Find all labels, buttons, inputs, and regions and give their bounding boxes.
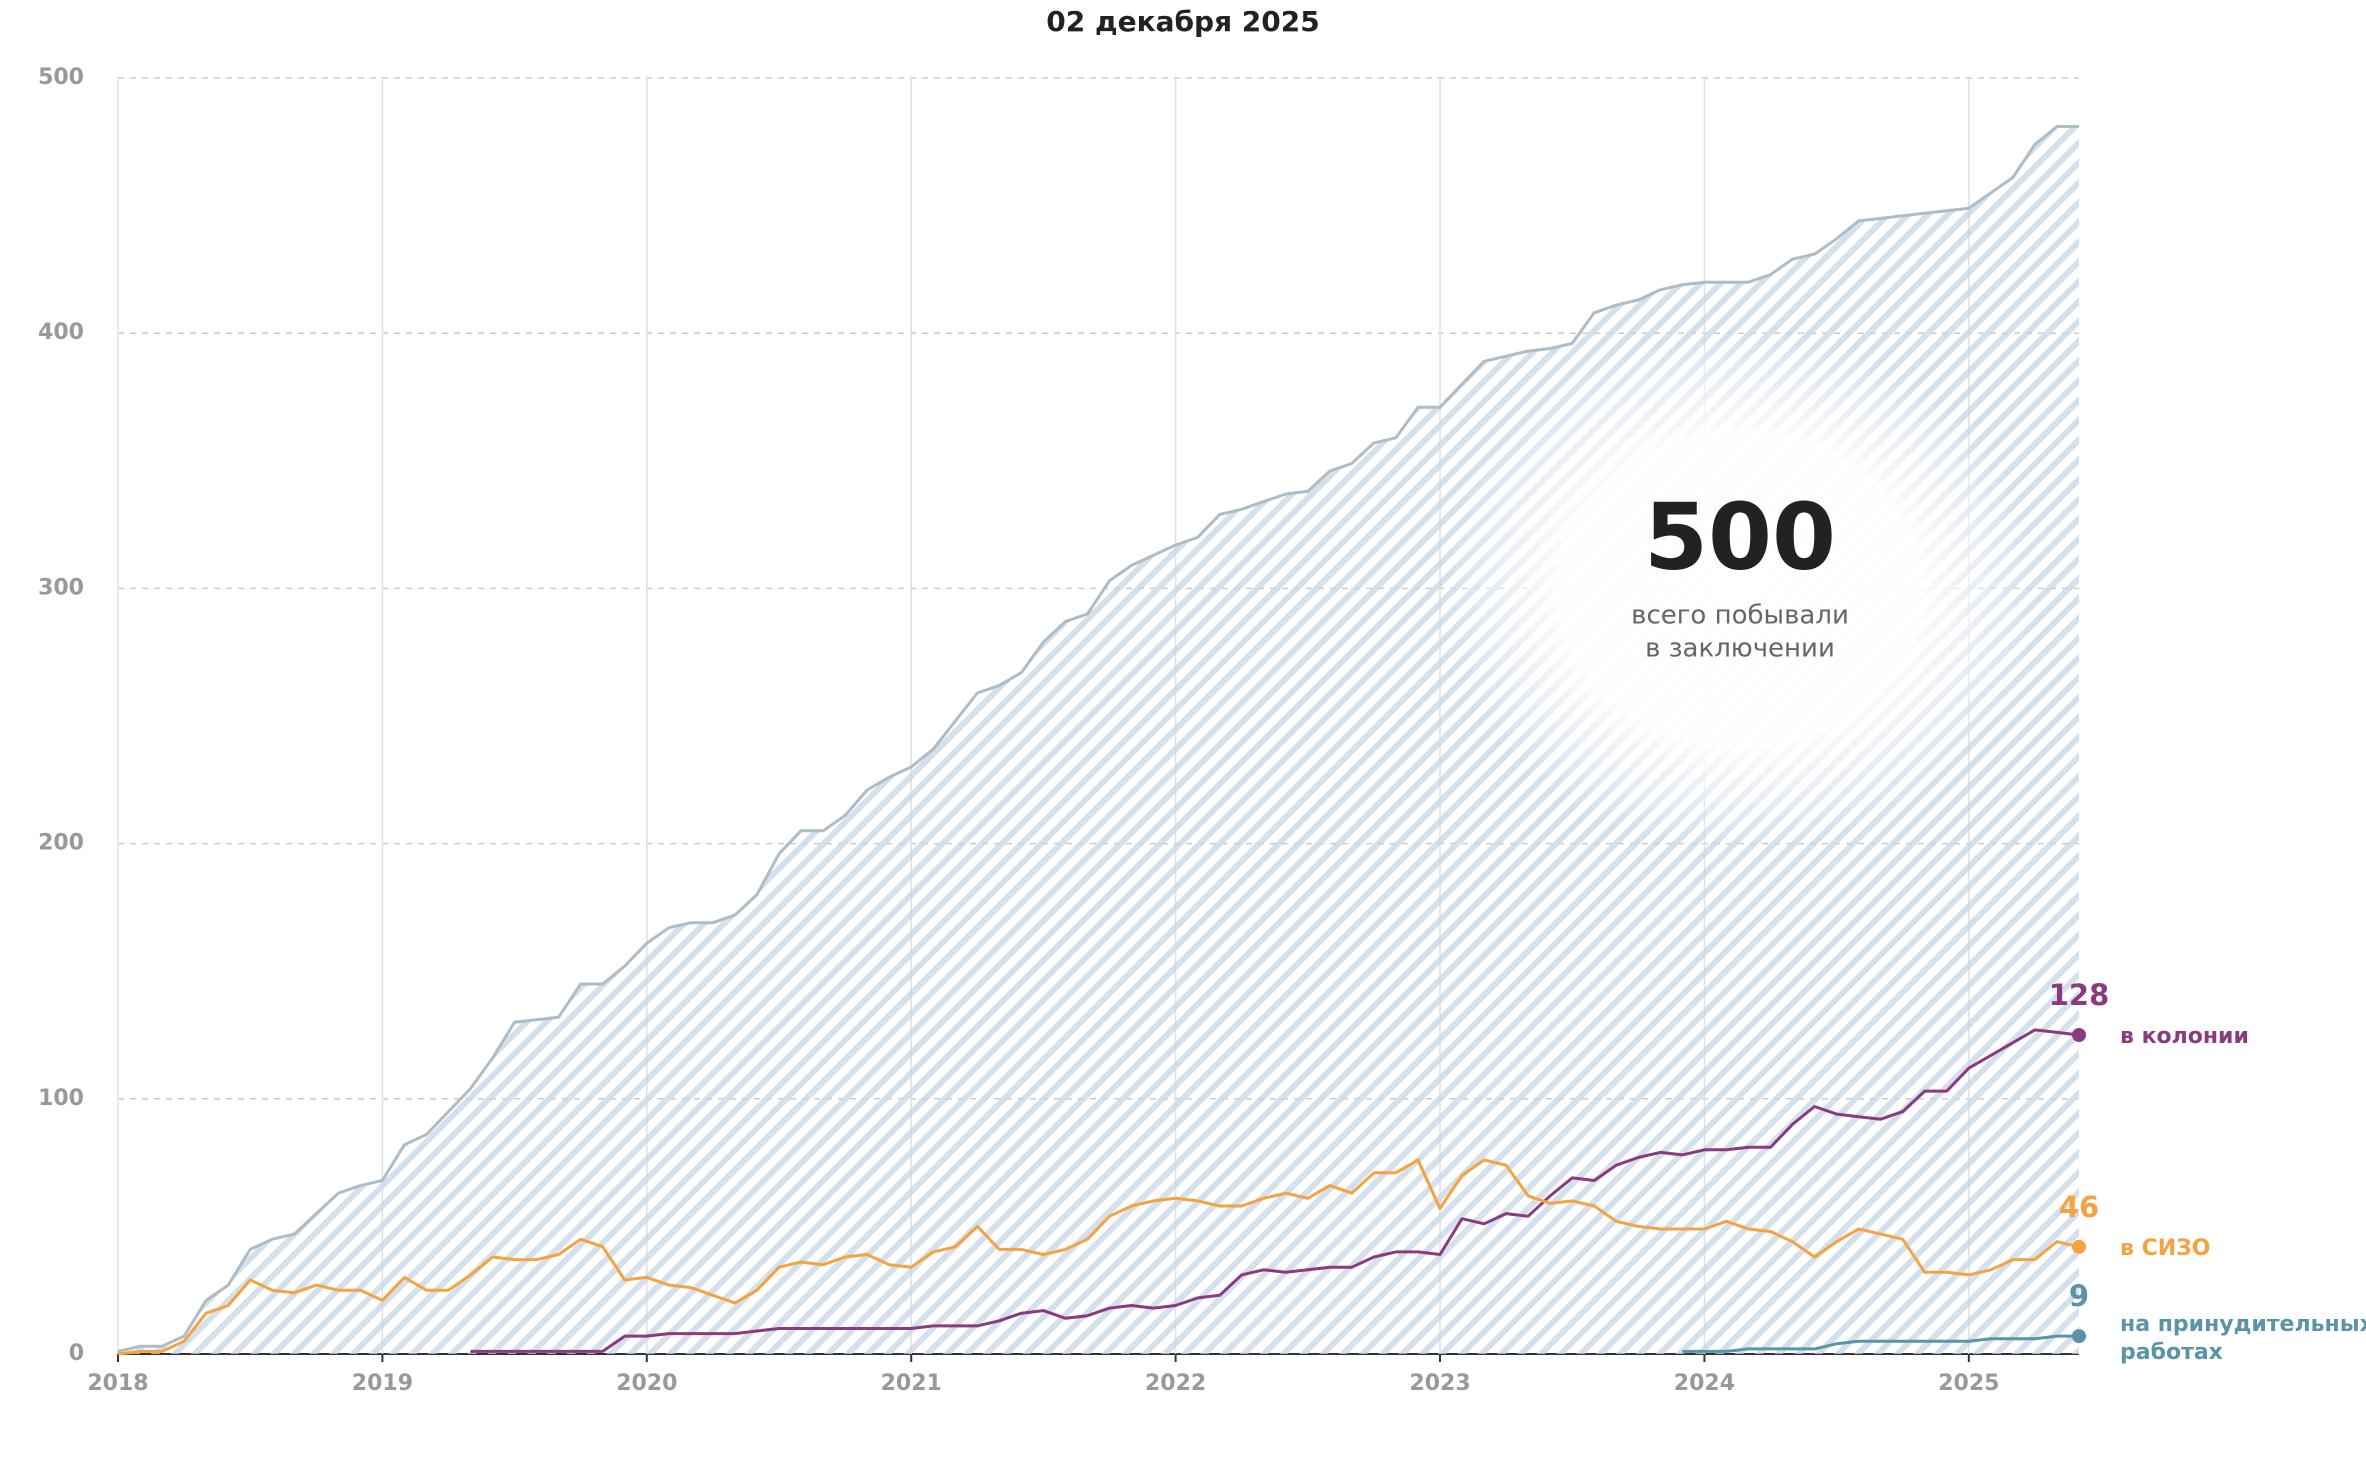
annotation-value: 500 — [1644, 483, 1836, 590]
series-line — [117, 125, 2079, 1353]
series-line — [1682, 1334, 2079, 1353]
x-tick-label: 2022 — [1145, 1371, 1206, 1396]
y-tick-label: 100 — [38, 1086, 84, 1111]
x-tick-label: 2019 — [352, 1371, 413, 1396]
x-tick-label: 2021 — [881, 1371, 942, 1396]
series-line — [117, 1158, 2080, 1356]
end-dot — [2072, 1239, 2086, 1254]
series-line — [470, 1028, 2080, 1353]
y-tick-label: 300 — [38, 575, 84, 600]
y-tick-label: 400 — [38, 320, 84, 345]
y-tick-label: 200 — [38, 831, 84, 856]
series-label: в СИЗО — [2120, 1236, 2210, 1261]
series-label-line: работах — [2120, 1340, 2223, 1365]
chart-title: 02 декабря 2025 — [1046, 5, 1319, 38]
series-label-line: на принудительных — [2120, 1312, 2366, 1337]
series-label: на принудительных работах — [2120, 1312, 2366, 1365]
end-dot — [2072, 1329, 2086, 1344]
series-label: в колонии — [2120, 1024, 2249, 1049]
end-value-label: 9 — [2069, 1279, 2089, 1313]
x-tick-label: 2020 — [616, 1371, 677, 1396]
x-tick-label: 2023 — [1409, 1371, 1470, 1396]
end-dot — [2072, 1028, 2086, 1042]
annotation-text: в заключении — [1645, 634, 1835, 664]
x-tick-label: 2025 — [1938, 1371, 1999, 1396]
y-tick-label: 500 — [38, 65, 84, 90]
annotation-text: всего побывали — [1631, 601, 1849, 631]
x-tick-label: 2024 — [1674, 1371, 1735, 1396]
annotation-glow — [1440, 330, 2040, 850]
x-tick-label: 2018 — [87, 1371, 148, 1396]
end-value-label: 46 — [2059, 1190, 2099, 1224]
y-tick-label: 0 — [69, 1341, 84, 1366]
end-value-label: 128 — [2049, 978, 2110, 1012]
